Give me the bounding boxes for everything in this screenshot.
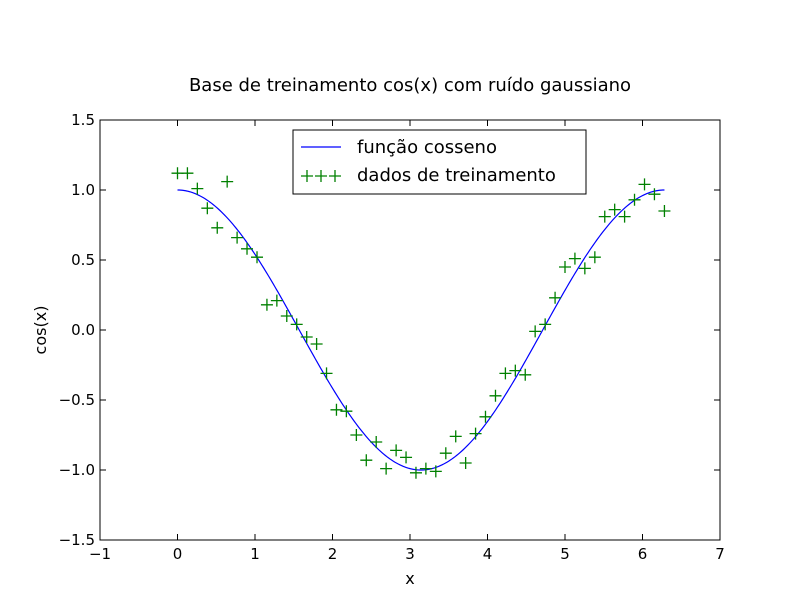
data-point — [251, 251, 264, 264]
data-point — [350, 429, 363, 441]
x-tick-label: 2 — [328, 545, 338, 563]
data-point — [608, 203, 621, 216]
data-point — [191, 182, 204, 195]
data-point — [539, 318, 552, 331]
data-point — [429, 465, 442, 478]
data-point — [231, 231, 244, 244]
data-point — [181, 167, 194, 180]
data-point — [598, 210, 611, 223]
x-tick-label: 7 — [715, 545, 725, 563]
legend-label-line: função cosseno — [357, 137, 497, 158]
data-point — [469, 427, 482, 440]
data-point — [578, 262, 591, 275]
x-tick-label: 0 — [173, 545, 183, 563]
data-point — [658, 205, 671, 217]
data-point — [320, 367, 333, 380]
data-point — [588, 251, 601, 264]
data-point — [360, 454, 373, 467]
data-point — [489, 389, 502, 402]
legend: função cosseno dados de treinamento — [292, 129, 587, 195]
data-point — [628, 193, 641, 206]
legend-marker-sample — [301, 170, 341, 182]
y-tick-label: 1.0 — [71, 181, 95, 199]
x-tick-label: 6 — [638, 545, 648, 563]
data-point — [330, 403, 343, 416]
data-point — [390, 444, 403, 457]
data-point — [509, 364, 522, 377]
data-point — [648, 188, 661, 201]
data-point — [241, 242, 254, 255]
data-point — [280, 310, 293, 322]
data-point — [260, 298, 273, 311]
y-tick-label: −0.5 — [59, 391, 95, 409]
x-tick-label: 5 — [560, 545, 570, 563]
y-tick-label: −1.0 — [59, 461, 95, 479]
y-tick-label: −1.5 — [59, 531, 95, 549]
legend-box — [292, 129, 587, 195]
legend-marker — [301, 170, 313, 182]
data-point — [568, 252, 581, 265]
data-point — [270, 294, 283, 307]
x-tick-label: −1 — [89, 545, 111, 563]
plot-area — [171, 167, 671, 479]
data-point — [380, 462, 393, 475]
y-tick-label: 0.0 — [71, 321, 95, 339]
data-point — [290, 318, 303, 331]
chart-title: Base de treinamento cos(x) com ruído gau… — [189, 75, 631, 96]
data-point — [479, 410, 492, 423]
data-point — [439, 447, 452, 460]
data-point — [310, 338, 323, 350]
y-axis-label: cos(x) — [31, 306, 50, 355]
legend-marker — [315, 170, 327, 182]
data-point — [638, 178, 651, 191]
x-tick-label: 1 — [250, 545, 260, 563]
data-point — [499, 367, 512, 380]
data-point — [529, 325, 542, 338]
data-point — [549, 291, 562, 304]
y-tick-label: 0.5 — [71, 251, 95, 269]
data-point — [370, 436, 383, 448]
data-point — [409, 466, 422, 479]
data-point — [519, 368, 532, 381]
x-axis-label: x — [405, 569, 414, 588]
data-point — [419, 462, 432, 475]
series-line-cosine — [177, 189, 665, 471]
data-point — [559, 261, 571, 273]
data-point — [340, 405, 353, 418]
x-tick-label: 3 — [405, 545, 415, 563]
data-point — [300, 331, 313, 343]
data-point — [618, 210, 631, 223]
data-point — [221, 175, 234, 188]
data-point — [449, 430, 462, 443]
axis-ticks: −1 0 1 2 3 4 5 6 7 −1.5 −1.0 −0.5 0.0 0.5 1.0 1.5 — [59, 111, 725, 563]
data-point — [400, 451, 413, 464]
legend-marker — [329, 170, 341, 182]
x-tick-label: 4 — [483, 545, 493, 563]
data-point — [201, 202, 214, 215]
data-point — [459, 457, 472, 469]
legend-label-scatter: dados de treinamento — [357, 165, 556, 186]
y-tick-label: 1.5 — [71, 111, 95, 129]
data-point — [211, 221, 224, 234]
